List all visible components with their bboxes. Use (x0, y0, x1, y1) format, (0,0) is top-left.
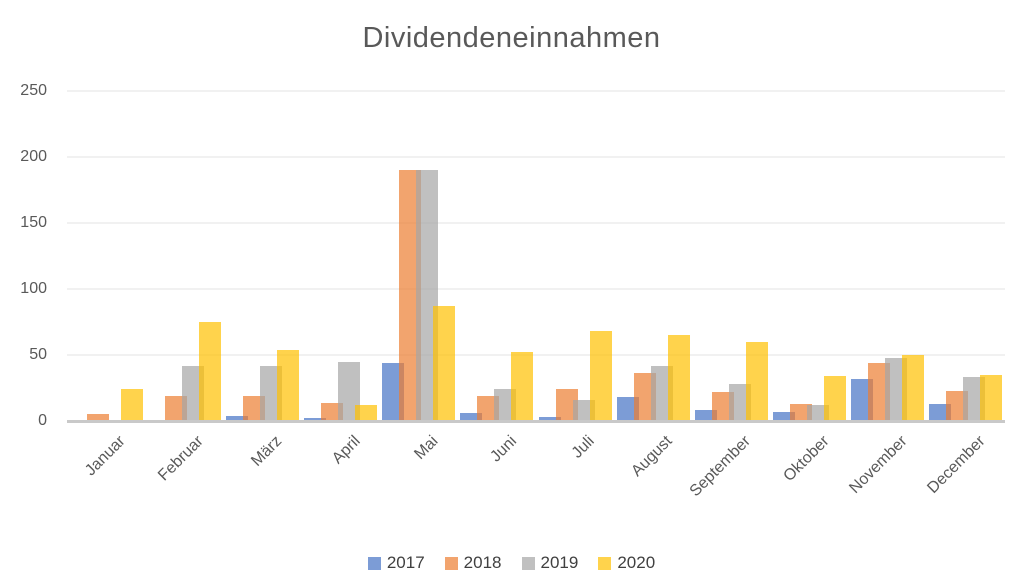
bar-2020-februar (198, 322, 221, 421)
x-axis-label-oktober: Oktober (780, 432, 833, 485)
bar-2017-oktober (773, 411, 795, 421)
x-axis-label-januar: Januar (82, 432, 129, 480)
bar-2020-juli (589, 331, 612, 421)
legend-swatch-2017 (367, 556, 381, 570)
bar-2019-märz (259, 365, 282, 421)
legend-item-2017: 2017 (367, 553, 425, 573)
bar-2019-mai (416, 170, 439, 421)
bar-2020-september (745, 341, 768, 421)
bar-2018-oktober (790, 403, 812, 421)
bar-2017-december (929, 403, 952, 421)
bar-2020-juni (511, 352, 534, 421)
x-axis-label-august: August (628, 432, 676, 480)
bar-2019-oktober (807, 405, 829, 421)
legend-label-2020: 2020 (617, 553, 656, 572)
legend-label-2019: 2019 (540, 553, 579, 572)
legend-swatch-2018 (444, 556, 458, 570)
bar-2018-april (321, 402, 343, 421)
bar-2019-juni (494, 389, 517, 421)
bar-2018-august (633, 373, 656, 421)
legend-swatch-2020 (598, 556, 612, 570)
bar-2019-september (728, 384, 751, 421)
bar-2017-mai (382, 362, 405, 421)
gridline-100 (67, 288, 1005, 290)
y-axis-label: 0 (38, 412, 47, 429)
bar-2017-juli (538, 417, 561, 421)
legend-label-2017: 2017 (386, 553, 425, 572)
legend-label-2018: 2018 (463, 553, 502, 572)
x-axis-label-februar: Februar (155, 432, 207, 485)
gridline-250 (67, 90, 1005, 92)
bar-2020-märz (276, 349, 299, 421)
bar-2017-november (851, 378, 874, 421)
y-axis-label: 200 (20, 148, 47, 165)
gridline-200 (67, 156, 1005, 158)
bar-2018-februar (164, 395, 187, 421)
bar-2019-februar (181, 365, 204, 421)
bar-2017-märz (225, 415, 248, 421)
gridline-50 (67, 354, 1005, 356)
bar-2019-april (338, 361, 360, 421)
bar-2017-juni (460, 413, 483, 421)
y-axis-label: 100 (20, 280, 47, 297)
gridline-150 (67, 222, 1005, 224)
bar-2020-april (355, 405, 377, 421)
bar-2018-märz (242, 395, 265, 421)
bar-2020-december (980, 374, 1003, 421)
bar-2020-mai (433, 306, 456, 421)
bar-2020-november (902, 355, 925, 421)
y-axis-label: 250 (20, 82, 47, 99)
bar-2017-april (304, 418, 326, 421)
bar-2017-august (616, 397, 639, 421)
y-axis-label: 50 (29, 346, 47, 363)
bar-2020-august (667, 335, 690, 421)
x-axis-line (67, 420, 1005, 423)
x-axis-label-mai: Mai (411, 432, 442, 463)
legend: 2017 2018 2019 2020 (0, 548, 1023, 578)
bar-2018-juli (555, 389, 578, 421)
x-axis-label-april: April (328, 432, 364, 468)
x-axis-label-december: December (924, 432, 989, 497)
legend-item-2019: 2019 (521, 553, 579, 573)
bar-2019-august (650, 365, 673, 421)
y-axis-label: 150 (20, 214, 47, 231)
chart-title: Dividendeneinnahmen (362, 22, 661, 54)
legend-swatch-2019 (521, 556, 535, 570)
bar-2018-december (946, 390, 969, 421)
bar-2019-december (963, 377, 986, 421)
x-axis-label-juni: Juni (486, 432, 520, 466)
bar-2018-mai (399, 170, 422, 421)
legend-item-2018: 2018 (444, 553, 502, 573)
x-axis-label-november: November (846, 432, 911, 497)
bar-2017-september (694, 410, 717, 421)
bar-2018-november (868, 362, 891, 421)
bar-2018-september (711, 391, 734, 421)
x-axis-label-juli: Juli (568, 432, 598, 462)
bar-2019-november (885, 357, 908, 421)
bar-2019-juli (572, 399, 595, 421)
bar-2020-januar (120, 389, 143, 421)
bar-2020-oktober (824, 376, 846, 421)
bar-2018-januar (86, 414, 109, 421)
bar-2018-juni (477, 395, 500, 421)
legend-item-2020: 2020 (598, 553, 655, 573)
x-axis-label-märz: März (247, 432, 286, 470)
x-axis-label-september: September (686, 432, 755, 501)
